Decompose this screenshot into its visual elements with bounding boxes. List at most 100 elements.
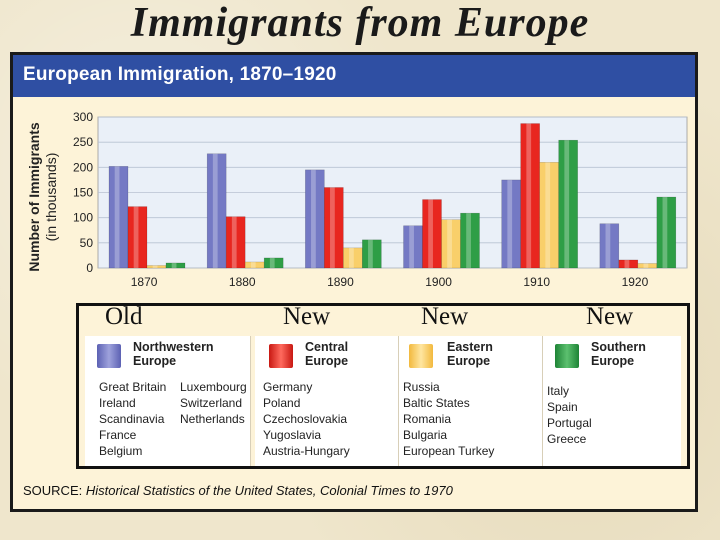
bar-highlight xyxy=(409,225,414,268)
bar-southern-europe-1900 xyxy=(460,212,480,269)
bar-central-europe-1870 xyxy=(127,206,148,269)
country: Russia xyxy=(403,380,440,394)
y-tick-label: 100 xyxy=(73,211,93,225)
bar-highlight xyxy=(250,261,256,268)
y-axis-sublabel: (in thousands) xyxy=(43,153,59,242)
bar-southern-europe-1920 xyxy=(656,196,677,269)
y-axis-label: Number of Immigrants xyxy=(26,122,42,272)
x-tick-label: 1900 xyxy=(425,275,452,289)
x-tick-label: 1920 xyxy=(622,275,649,289)
bar-highlight xyxy=(466,213,471,268)
legend-title: Southern Europe xyxy=(591,340,646,368)
x-tick-label: 1910 xyxy=(523,275,550,289)
country: Romania xyxy=(403,412,452,426)
source-text: Historical Statistics of the United Stat… xyxy=(85,483,453,498)
bar-highlight xyxy=(605,223,611,268)
bar-highlight xyxy=(212,153,218,268)
y-tick-label: 50 xyxy=(80,236,94,250)
slide-title: Immigrants from Europe xyxy=(130,0,590,46)
country: Italy xyxy=(547,384,570,398)
era-label-old: Old xyxy=(105,303,143,330)
country: Austria-Hungary xyxy=(263,444,350,458)
y-tick-label: 250 xyxy=(73,135,93,149)
y-tick-labels: 0 50 100 150 200 250 300 xyxy=(73,110,93,275)
bars xyxy=(108,123,677,269)
country: Bulgaria xyxy=(403,428,448,442)
country-list: Great Britain Ireland Scandinavia France… xyxy=(99,379,166,459)
chart-title-banner: European Immigration, 1870–1920 xyxy=(13,55,695,97)
country: Czechoslovakia xyxy=(263,412,348,426)
bar-highlight xyxy=(330,187,335,268)
legend-box: Northwestern Europe Great Britain Ireland… xyxy=(76,303,690,469)
legend-title: Northwestern Europe xyxy=(133,340,214,368)
bar-highlight xyxy=(545,162,551,268)
era-label-new: New xyxy=(586,303,634,330)
country-list: Italy Spain Portugal Greece xyxy=(547,383,592,447)
bar-central-europe-1910 xyxy=(520,123,540,269)
country: France xyxy=(99,428,137,442)
bar-highlight xyxy=(507,179,513,268)
era-label-new: New xyxy=(283,303,331,330)
country: European Turkey xyxy=(403,444,495,458)
bar-highlight xyxy=(368,239,373,268)
country-list: Russia Baltic States Romania Bulgaria Eu… xyxy=(403,379,494,459)
bar-southern-europe-1910 xyxy=(558,139,578,269)
bar-highlight xyxy=(564,140,570,268)
bar-highlight xyxy=(447,219,452,268)
country: Portugal xyxy=(547,416,592,430)
central-swatch xyxy=(269,344,293,368)
bar-central-europe-1890 xyxy=(324,187,344,269)
country: Baltic States xyxy=(403,396,470,410)
country-list: Luxembourg Switzerland Netherlands xyxy=(180,379,247,427)
bar-northwestern-europe-1880 xyxy=(206,153,227,269)
country: Scandinavia xyxy=(99,412,165,426)
legend-eastern: Eastern Europe Russia Baltic States Roman… xyxy=(399,336,543,466)
bar-highlight xyxy=(643,263,649,268)
era-label-new: New xyxy=(421,303,469,330)
bar-highlight xyxy=(171,262,177,268)
country: Great Britain xyxy=(99,380,167,394)
bar-highlight xyxy=(624,259,630,268)
bar-northwestern-europe-1920 xyxy=(599,223,620,269)
country: Switzerland xyxy=(180,396,243,410)
bar-highlight xyxy=(349,247,354,268)
x-tick-labels: 1870 1880 1890 1900 1910 1920 xyxy=(131,275,649,289)
bar-southern-europe-1870 xyxy=(165,262,186,269)
country: Poland xyxy=(263,396,301,410)
bar-central-europe-1880 xyxy=(225,216,246,269)
era-label-row: Old New New New xyxy=(13,303,695,333)
y-tick-label: 200 xyxy=(73,160,93,174)
chart-frame: European Immigration, 1870–1920 0 50 100 15… xyxy=(10,52,698,512)
source-label: SOURCE: xyxy=(23,483,83,498)
country: Greece xyxy=(547,432,587,446)
x-tick-label: 1890 xyxy=(327,275,354,289)
bar-highlight xyxy=(133,206,139,268)
legend-title: Central Europe xyxy=(305,340,349,368)
bar-highlight xyxy=(311,169,316,268)
bar-highlight xyxy=(152,265,158,268)
legend-central: Central Europe Germany Poland Czechoslova… xyxy=(255,336,399,466)
eastern-swatch xyxy=(409,344,433,368)
y-tick-label: 150 xyxy=(73,186,93,200)
bar-highlight xyxy=(662,197,668,268)
country: Netherlands xyxy=(180,412,245,426)
x-tick-label: 1880 xyxy=(229,275,256,289)
country: Yugoslavia xyxy=(263,428,322,442)
bar-highlight xyxy=(231,216,237,268)
country-list: Germany Poland Czechoslovakia Yugoslavia… xyxy=(263,379,350,459)
country: Ireland xyxy=(99,396,136,410)
legend-northwestern: Northwestern Europe Great Britain Ireland… xyxy=(85,336,251,466)
x-tick-label: 1870 xyxy=(131,275,158,289)
bar-highlight xyxy=(428,199,433,268)
source-note: SOURCE: Historical Statistics of the Uni… xyxy=(23,483,453,498)
y-tick-label: 0 xyxy=(86,261,93,275)
country: Luxembourg xyxy=(180,380,247,394)
y-tick-label: 300 xyxy=(73,110,93,124)
legend-southern: Southern Europe Italy Spain Portugal Gree… xyxy=(543,336,681,466)
southern-swatch xyxy=(555,344,579,368)
country: Spain xyxy=(547,400,578,414)
chart-title: European Immigration, 1870–1920 xyxy=(23,64,337,85)
northwestern-swatch xyxy=(97,344,121,368)
legend-title: Eastern Europe xyxy=(447,340,493,368)
